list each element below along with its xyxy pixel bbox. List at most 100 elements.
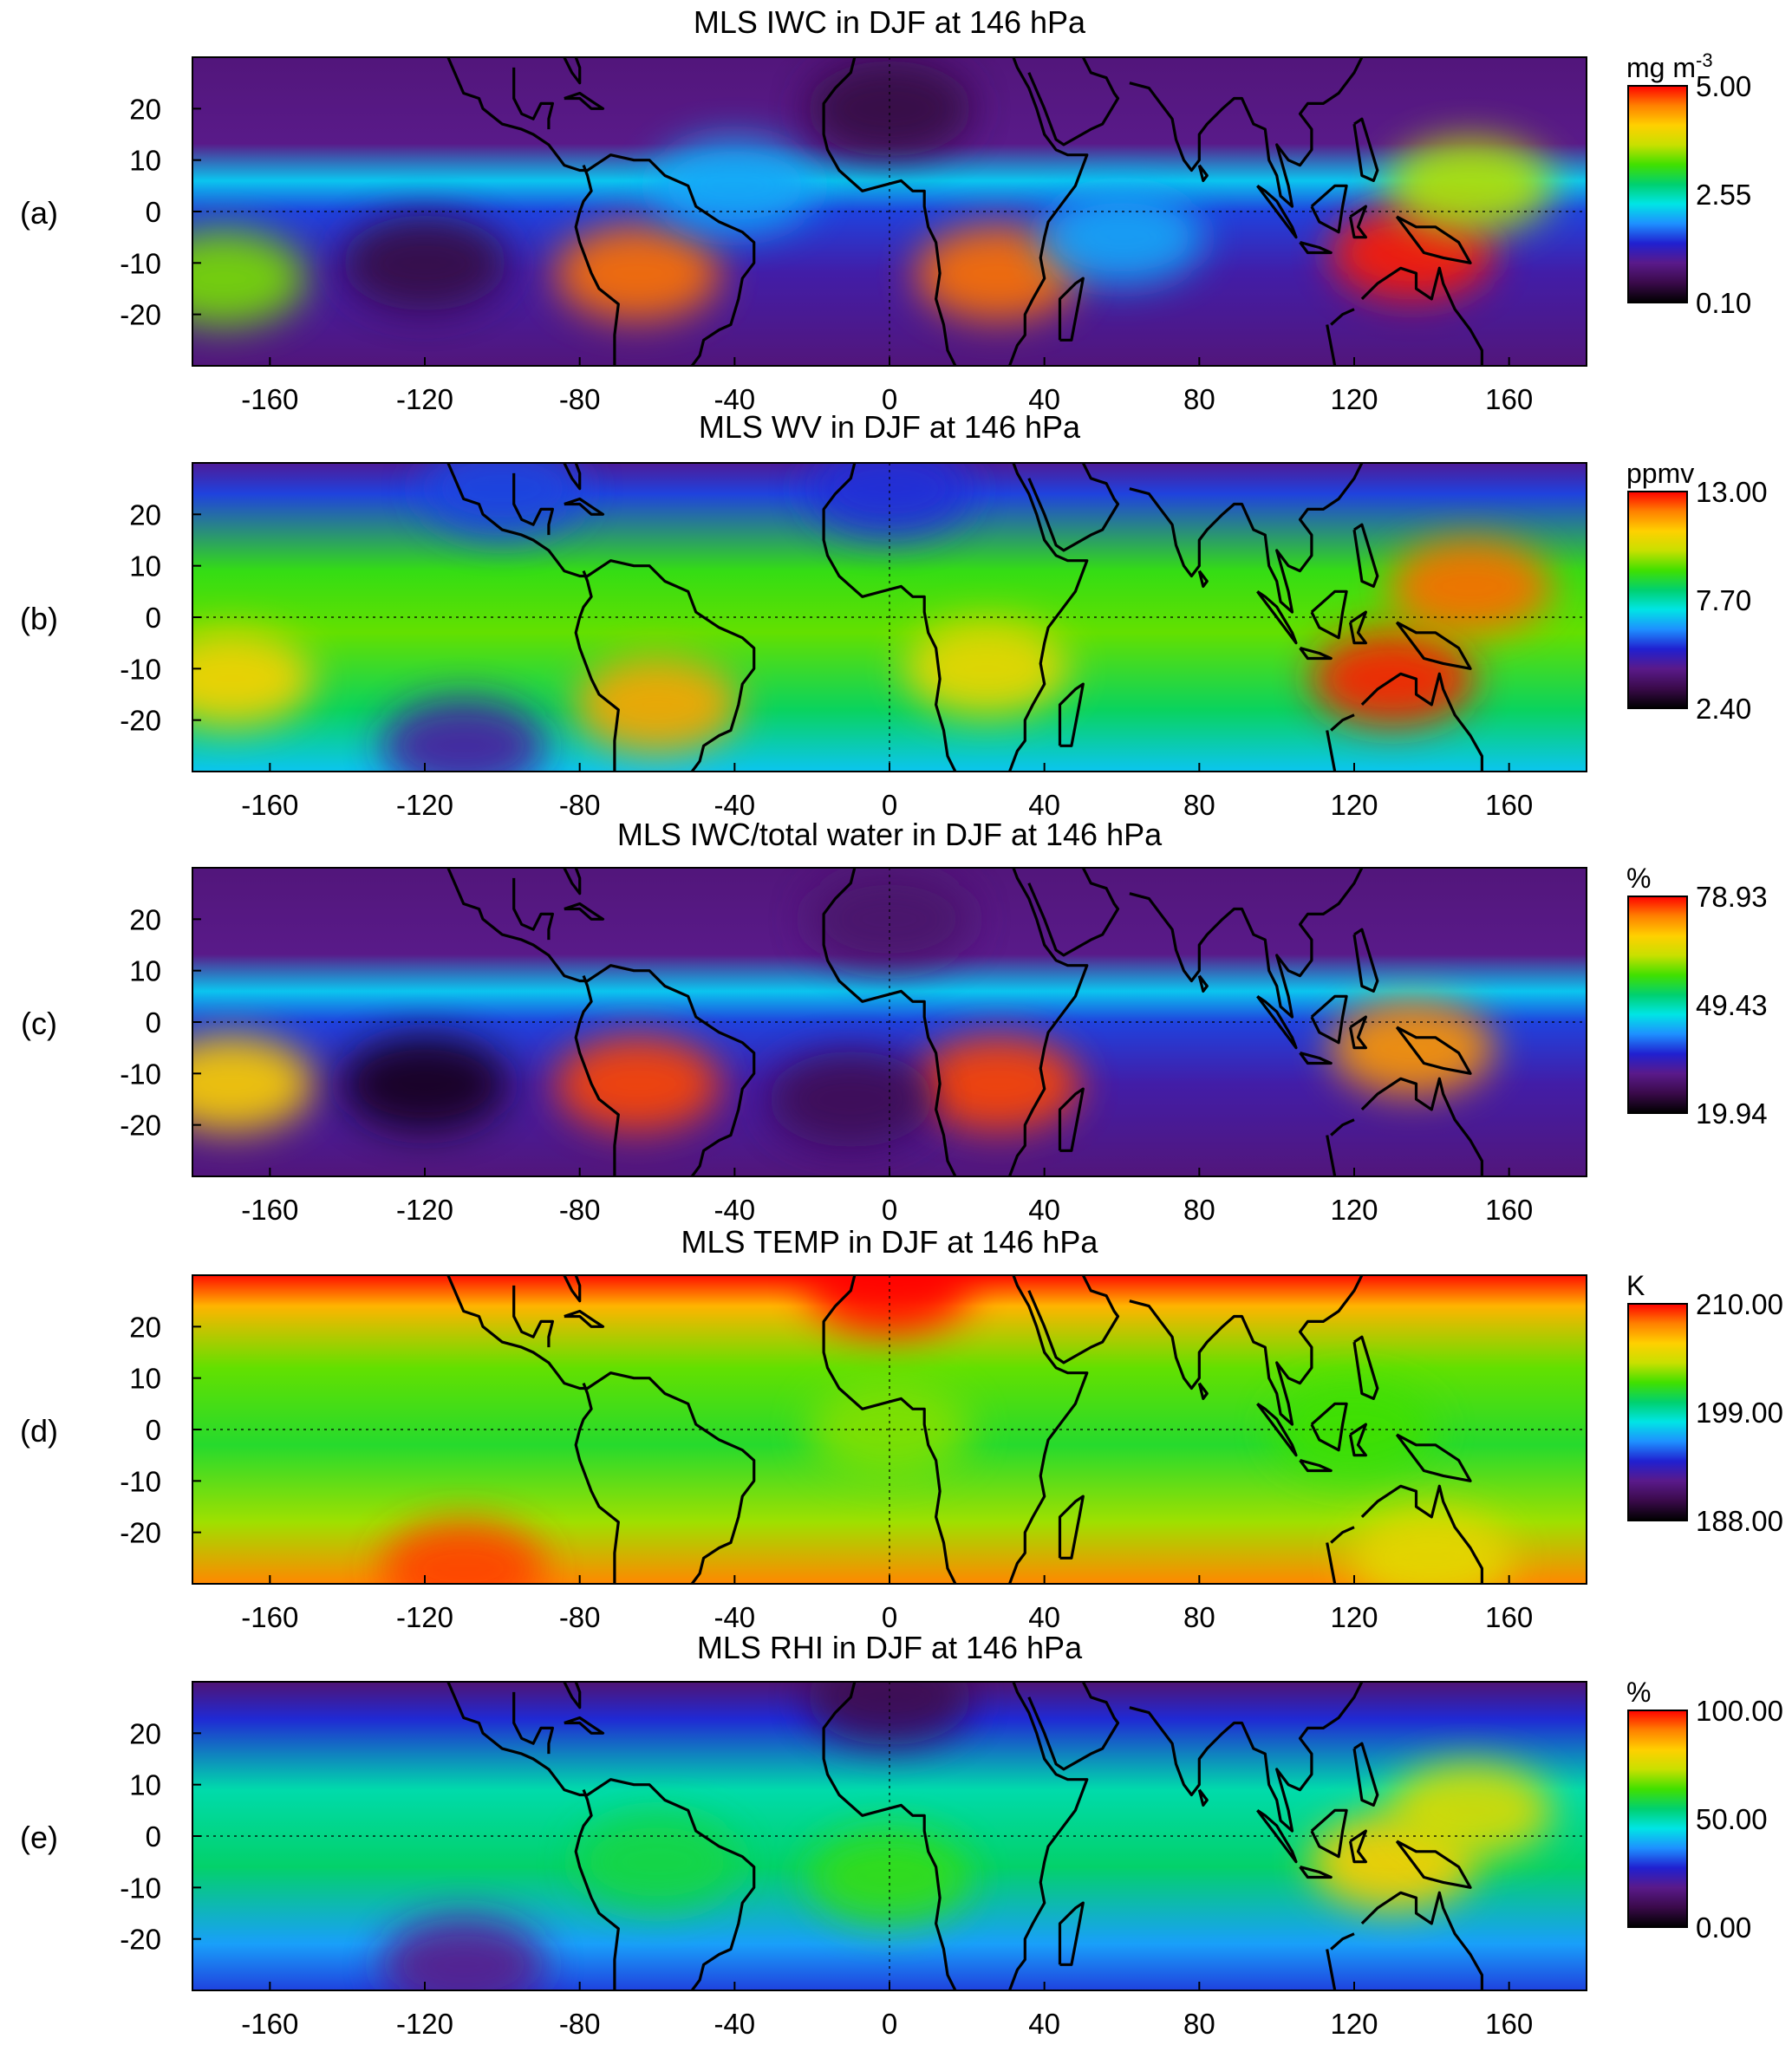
coastline — [1129, 868, 1364, 1019]
data-feature — [1349, 1510, 1515, 1584]
coastline — [1352, 1742, 1379, 1807]
panel-label: (e) — [20, 1820, 58, 1855]
colorbar-tick-label: 2.40 — [1696, 693, 1751, 725]
x-tick-label: 160 — [1485, 383, 1533, 415]
panel-label: (b) — [20, 601, 58, 636]
x-tick-label: 40 — [1028, 789, 1060, 821]
x-tick-label: -160 — [241, 789, 298, 821]
colorbar-tick-label: 100.00 — [1696, 1695, 1783, 1727]
x-tick-label: 40 — [1028, 1601, 1060, 1633]
heatmap-field — [192, 57, 1587, 366]
coastline — [563, 1682, 582, 1710]
coastline — [1027, 57, 1120, 147]
colorbar-tick-label: 50.00 — [1696, 1803, 1768, 1835]
colorbar-tick-label: 19.94 — [1696, 1097, 1768, 1130]
coastline — [512, 1285, 554, 1348]
x-tick-label: 80 — [1183, 1601, 1215, 1633]
y-tick-label: 0 — [146, 196, 161, 228]
coastline — [574, 1383, 620, 1584]
coastline — [563, 57, 582, 85]
coastline — [1310, 184, 1348, 234]
x-tick-label: -120 — [396, 383, 453, 415]
data-feature — [342, 215, 507, 311]
data-feature — [575, 1814, 740, 1910]
coastline — [1129, 463, 1364, 614]
coastline — [1330, 1526, 1355, 1544]
data-feature — [192, 631, 314, 727]
coastline — [822, 1275, 957, 1584]
coastline — [1008, 868, 1089, 1176]
y-tick-label: 10 — [129, 1363, 161, 1395]
colorbar-unit-superscript: -3 — [1696, 49, 1713, 71]
x-tick-label: -120 — [396, 789, 453, 821]
data-feature — [807, 1682, 972, 1745]
y-tick-label: -20 — [120, 1517, 161, 1549]
y-tick-label: 20 — [129, 1311, 161, 1343]
colorbar — [1627, 1303, 1688, 1521]
panel-label: (c) — [21, 1006, 57, 1041]
x-tick-label: 80 — [1183, 383, 1215, 415]
panel-title: MLS TEMP in DJF at 146 hPa — [681, 1224, 1099, 1260]
y-tick-label: 10 — [129, 955, 161, 987]
coastline — [1008, 1682, 1089, 1990]
data-feature — [555, 225, 720, 322]
data-feature — [903, 621, 1069, 717]
data-feature — [555, 1036, 720, 1132]
y-tick-label: 20 — [129, 93, 161, 125]
data-feature — [381, 698, 546, 772]
coastline — [1058, 1495, 1085, 1560]
y-tick-label: -10 — [120, 1872, 161, 1904]
y-tick-label: 0 — [146, 1006, 161, 1039]
coastline — [1352, 1335, 1379, 1400]
x-tick-label: -120 — [396, 2008, 453, 2040]
coastline — [1197, 1382, 1209, 1400]
coastline — [1360, 266, 1483, 366]
colorbar-tick-label: 2.55 — [1696, 179, 1751, 211]
coastline — [1326, 1542, 1337, 1584]
y-tick-label: -20 — [120, 1110, 161, 1142]
y-tick-label: 20 — [129, 1717, 161, 1749]
coastline — [512, 67, 554, 130]
colorbar-unit: K — [1626, 1270, 1645, 1301]
panel-iwc: MLS IWC in DJF at 146 hPa (a) -160 -120 -80 -… — [20, 4, 1751, 415]
colorbar-tick-label: 210.00 — [1696, 1288, 1783, 1320]
coastline — [1129, 57, 1364, 208]
coastline — [1310, 589, 1348, 640]
data-feature — [768, 1052, 934, 1147]
coastline — [1326, 1135, 1337, 1176]
coastline — [1330, 308, 1355, 326]
x-tick-label: 0 — [882, 383, 897, 415]
colorbar-tick-label: 199.00 — [1696, 1397, 1783, 1429]
coastline — [564, 902, 605, 921]
coastline — [432, 463, 756, 772]
y-tick-label: 20 — [129, 498, 161, 531]
data-feature — [916, 1036, 1081, 1132]
coastline — [1027, 868, 1120, 957]
colorbar — [1627, 85, 1688, 303]
data-feature — [1388, 538, 1553, 635]
coastline — [574, 165, 620, 366]
x-tick-label: 80 — [1183, 1194, 1215, 1226]
coastline — [1395, 1026, 1472, 1075]
x-tick-label: 160 — [1485, 1601, 1533, 1633]
coastline — [1197, 164, 1209, 182]
coastline — [1299, 647, 1333, 661]
x-tick-label: 40 — [1028, 383, 1060, 415]
y-tick-label: -20 — [120, 299, 161, 331]
coastline — [574, 975, 620, 1176]
colorbar — [1627, 896, 1688, 1114]
coastline — [1330, 713, 1355, 732]
x-tick-label: 40 — [1028, 2008, 1060, 2040]
coastline — [1395, 1433, 1472, 1482]
y-tick-label: 10 — [129, 550, 161, 583]
coastline — [1058, 682, 1085, 747]
x-tick-label: 120 — [1330, 2008, 1378, 2040]
colorbar-tick-label: 0.10 — [1696, 287, 1751, 319]
colorbar-tick-label: 7.70 — [1696, 584, 1751, 616]
x-tick-label: -80 — [559, 383, 601, 415]
x-tick-label: 120 — [1330, 383, 1378, 415]
coastline — [1027, 1275, 1120, 1364]
data-feature — [1272, 1382, 1437, 1477]
coastline — [1348, 1423, 1367, 1457]
coastline — [1348, 1829, 1367, 1864]
